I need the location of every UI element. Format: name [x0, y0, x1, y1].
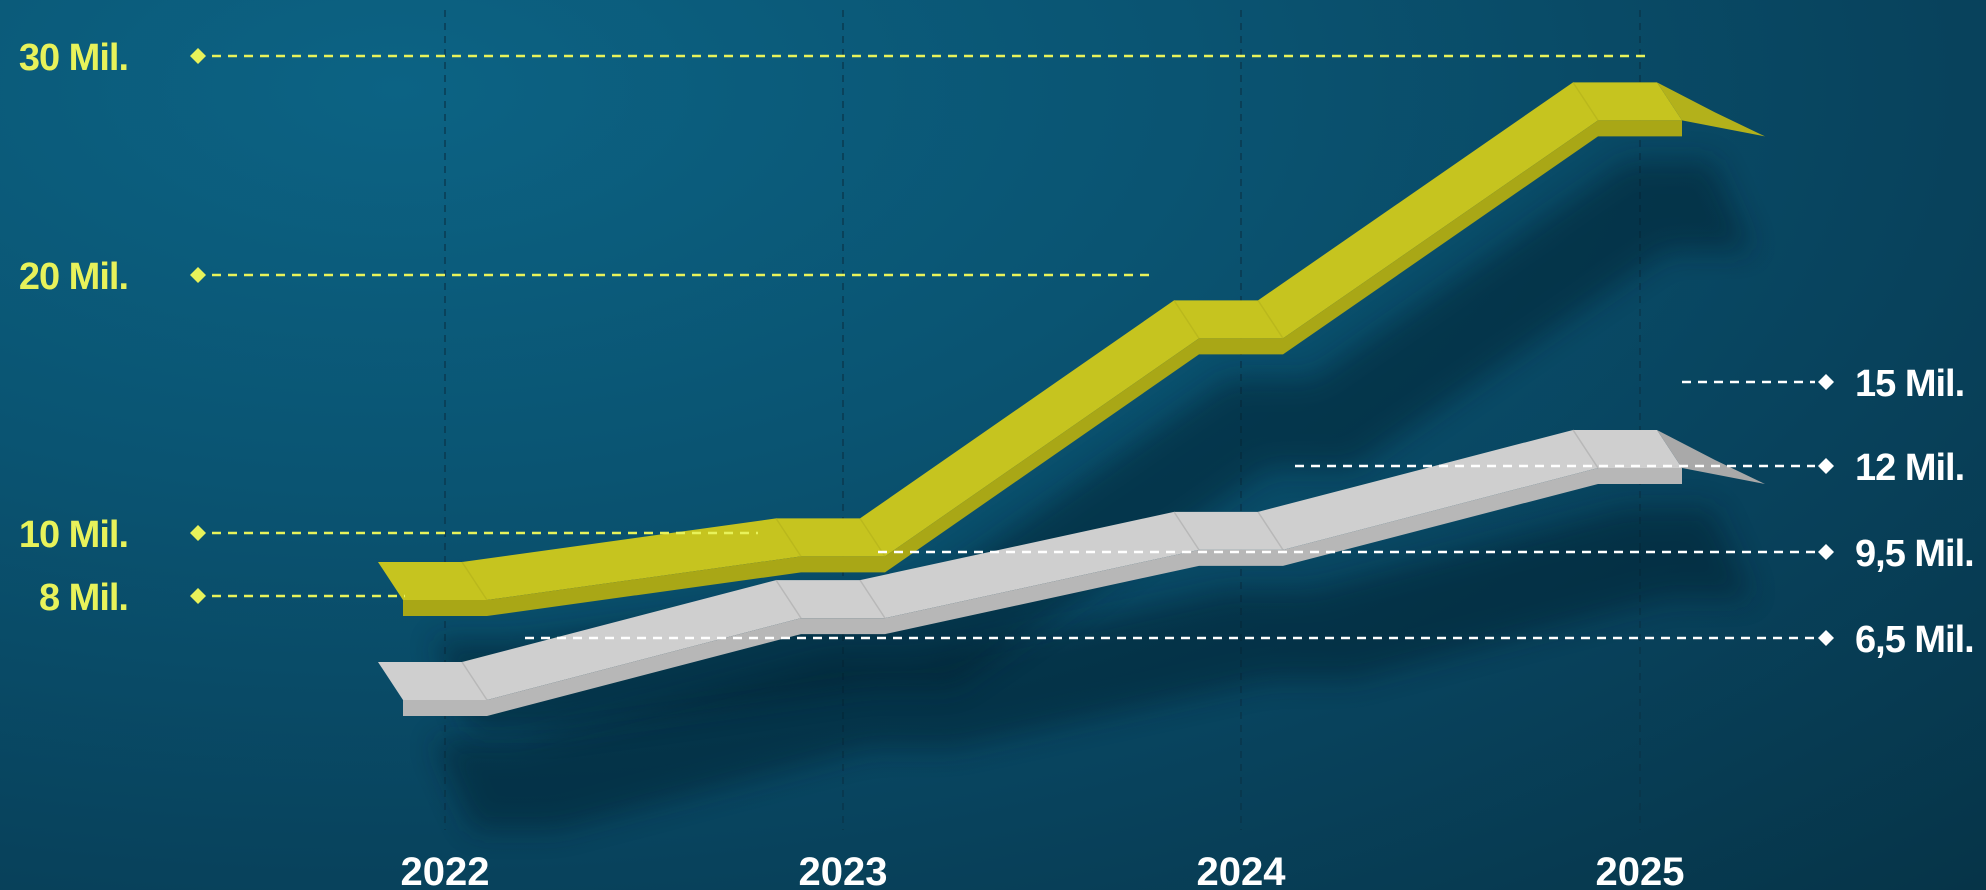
- left-marker-diamond: [190, 267, 206, 283]
- yellow-series-facet: [775, 517, 802, 557]
- grey-series-facet: [1173, 511, 1200, 551]
- grey-series-front: [403, 467, 1682, 716]
- data-label: 9,5 Mil.: [1855, 533, 1974, 575]
- y-tick-label: 30 Mil.: [19, 37, 128, 79]
- y-tick-label: 10 Mil.: [19, 514, 128, 556]
- left-marker-diamond: [190, 48, 206, 64]
- yellow-series-end-cap: [1657, 82, 1765, 137]
- yellow-series-facet: [461, 561, 488, 601]
- left-marker-diamond: [190, 588, 206, 604]
- grey-series-facet: [775, 579, 802, 619]
- yellow-series-facet: [1572, 81, 1599, 121]
- x-tick-label: 2023: [799, 850, 888, 890]
- y-tick-label: 8 Mil.: [39, 577, 128, 619]
- right-marker-diamond: [1818, 544, 1834, 560]
- grey-series-top: [378, 429, 1682, 700]
- grey-series-end-cap: [1657, 429, 1765, 484]
- data-label: 12 Mil.: [1855, 447, 1964, 489]
- yellow-series-facet: [859, 517, 886, 557]
- data-label: 15 Mil.: [1855, 363, 1964, 405]
- grey-series-shadow: [433, 507, 1752, 830]
- right-marker-diamond: [1818, 374, 1834, 390]
- x-tick-label: 2022: [401, 850, 490, 890]
- yellow-series-facet: [1173, 299, 1200, 339]
- right-marker-diamond: [1818, 458, 1834, 474]
- grey-series-facet: [859, 579, 886, 619]
- yellow-series-facet: [1257, 299, 1284, 339]
- x-tick-label: 2024: [1197, 850, 1287, 890]
- data-label: 6,5 Mil.: [1855, 619, 1974, 661]
- grey-series-facet: [461, 661, 488, 701]
- y-tick-label: 20 Mil.: [19, 256, 128, 298]
- x-tick-label: 2025: [1596, 850, 1685, 890]
- right-marker-diamond: [1818, 630, 1834, 646]
- grey-series-facet: [1572, 429, 1599, 469]
- yellow-series-shadow: [433, 160, 1752, 730]
- grey-series-facet: [1257, 511, 1284, 551]
- yellow-series-top: [378, 82, 1682, 600]
- left-marker-diamond: [190, 525, 206, 541]
